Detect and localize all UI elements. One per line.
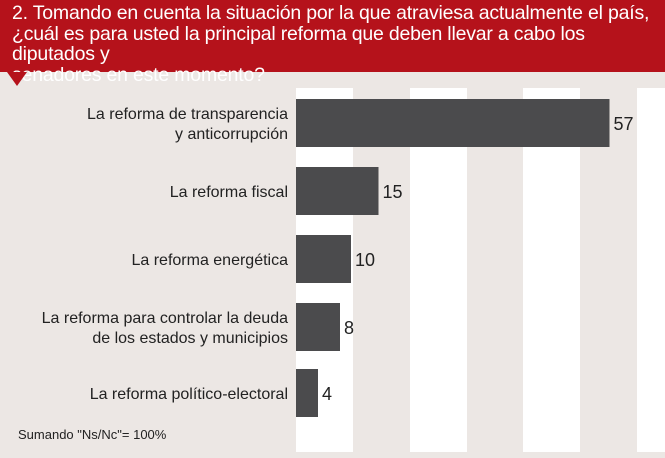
value-label: 15 bbox=[383, 182, 403, 202]
grid-stripe bbox=[410, 88, 467, 452]
grid-stripe bbox=[637, 88, 665, 452]
bar bbox=[296, 99, 610, 147]
category-label: y anticorrupción bbox=[175, 126, 288, 143]
category-label: La reforma energética bbox=[131, 252, 288, 269]
category-label: La reforma político-electoral bbox=[90, 386, 288, 403]
value-label: 10 bbox=[355, 250, 375, 270]
value-label: 57 bbox=[614, 114, 634, 134]
category-label: La reforma fiscal bbox=[170, 184, 288, 201]
question-title-line: 2. Tomando en cuenta la situación por la… bbox=[12, 2, 650, 24]
grid-stripe bbox=[523, 88, 580, 452]
value-label: 4 bbox=[322, 384, 332, 404]
category-label: de los estados y municipios bbox=[92, 330, 288, 347]
category-label: La reforma de transparencia bbox=[87, 106, 288, 123]
bar bbox=[296, 369, 318, 417]
bar bbox=[296, 303, 340, 351]
question-header: 2. Tomando en cuenta la situación por la… bbox=[0, 0, 665, 85]
question-title-line: senadores en este momento? bbox=[12, 63, 265, 86]
category-label: La reforma para controlar la deuda bbox=[42, 310, 288, 327]
value-label: 8 bbox=[344, 318, 354, 338]
question-title-line: ¿cuál es para usted la principal reforma… bbox=[12, 22, 585, 65]
bar bbox=[296, 235, 351, 283]
bar bbox=[296, 167, 379, 215]
question-title: 2. Tomando en cuenta la situación por la… bbox=[12, 3, 657, 85]
footnote: Sumando "Ns/Nc"= 100% bbox=[18, 427, 167, 442]
header-pointer bbox=[7, 72, 27, 86]
